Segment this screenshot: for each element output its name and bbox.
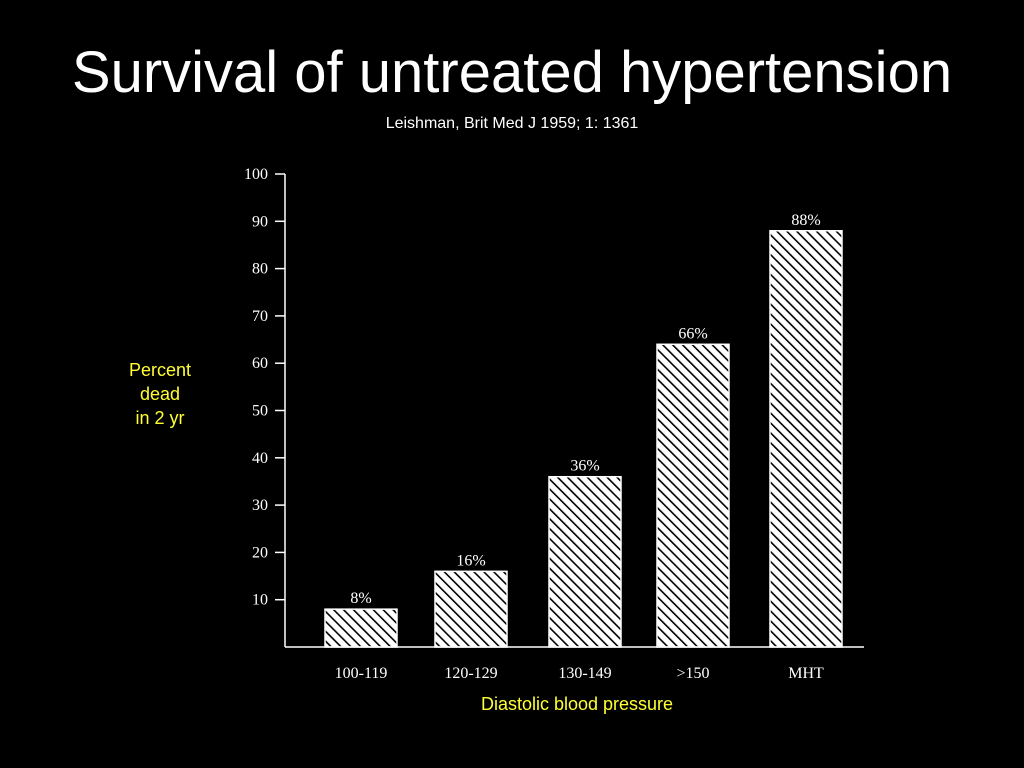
y-tick-label-100: 100 bbox=[244, 166, 268, 183]
y-axis-label-line-3: in 2 yr bbox=[135, 408, 185, 428]
bar-120-129 bbox=[434, 570, 508, 648]
bars-group bbox=[324, 230, 843, 648]
y-tick-label-10: 10 bbox=[252, 592, 268, 609]
bar-130-149 bbox=[548, 475, 622, 648]
chart-citation: Leishman, Brit Med J 1959; 1: 1361 bbox=[385, 115, 639, 132]
data-label-mht: 88% bbox=[791, 212, 820, 229]
x-tick-label-120-129: 120-129 bbox=[444, 665, 497, 682]
bar-mht bbox=[769, 230, 843, 648]
x-tick-label-100-119: 100-119 bbox=[335, 665, 388, 682]
y-tick-label-50: 50 bbox=[252, 403, 268, 420]
data-label-100-119: 8% bbox=[350, 590, 371, 607]
x-tick-label-130-149: 130-149 bbox=[558, 665, 611, 682]
y-axis-label-line-1: Percent bbox=[128, 360, 192, 380]
y-tick-label-60: 60 bbox=[252, 355, 268, 372]
y-tick-label-90: 90 bbox=[252, 213, 268, 230]
chart-title: Survival of untreated hypertension bbox=[71, 40, 953, 105]
y-tick-label-30: 30 bbox=[252, 497, 268, 514]
y-tick-label-40: 40 bbox=[252, 450, 268, 467]
data-label-120-129: 16% bbox=[456, 552, 485, 569]
data-label-130-149: 36% bbox=[570, 458, 599, 475]
data-label-150: 66% bbox=[678, 325, 707, 342]
y-tick-label-70: 70 bbox=[252, 308, 268, 325]
y-axis-label-line-2: dead bbox=[139, 384, 181, 404]
labels-group: 10 20 30 40 50 60 70 80 90 100 8% 100-119 16% 120-129… bbox=[244, 166, 824, 682]
y-axis-label: Percent dead in 2 yr bbox=[100, 358, 220, 430]
x-tick-label-mht: MHT bbox=[788, 665, 824, 682]
x-axis-label: Diastolic blood pressure bbox=[480, 694, 674, 714]
y-tick-label-20: 20 bbox=[252, 544, 268, 561]
bar-100-119 bbox=[324, 608, 398, 648]
x-tick-label-150: >150 bbox=[676, 665, 709, 682]
bar-150 bbox=[656, 343, 730, 648]
y-tick-label-80: 80 bbox=[252, 261, 268, 278]
axes-group bbox=[275, 173, 864, 648]
